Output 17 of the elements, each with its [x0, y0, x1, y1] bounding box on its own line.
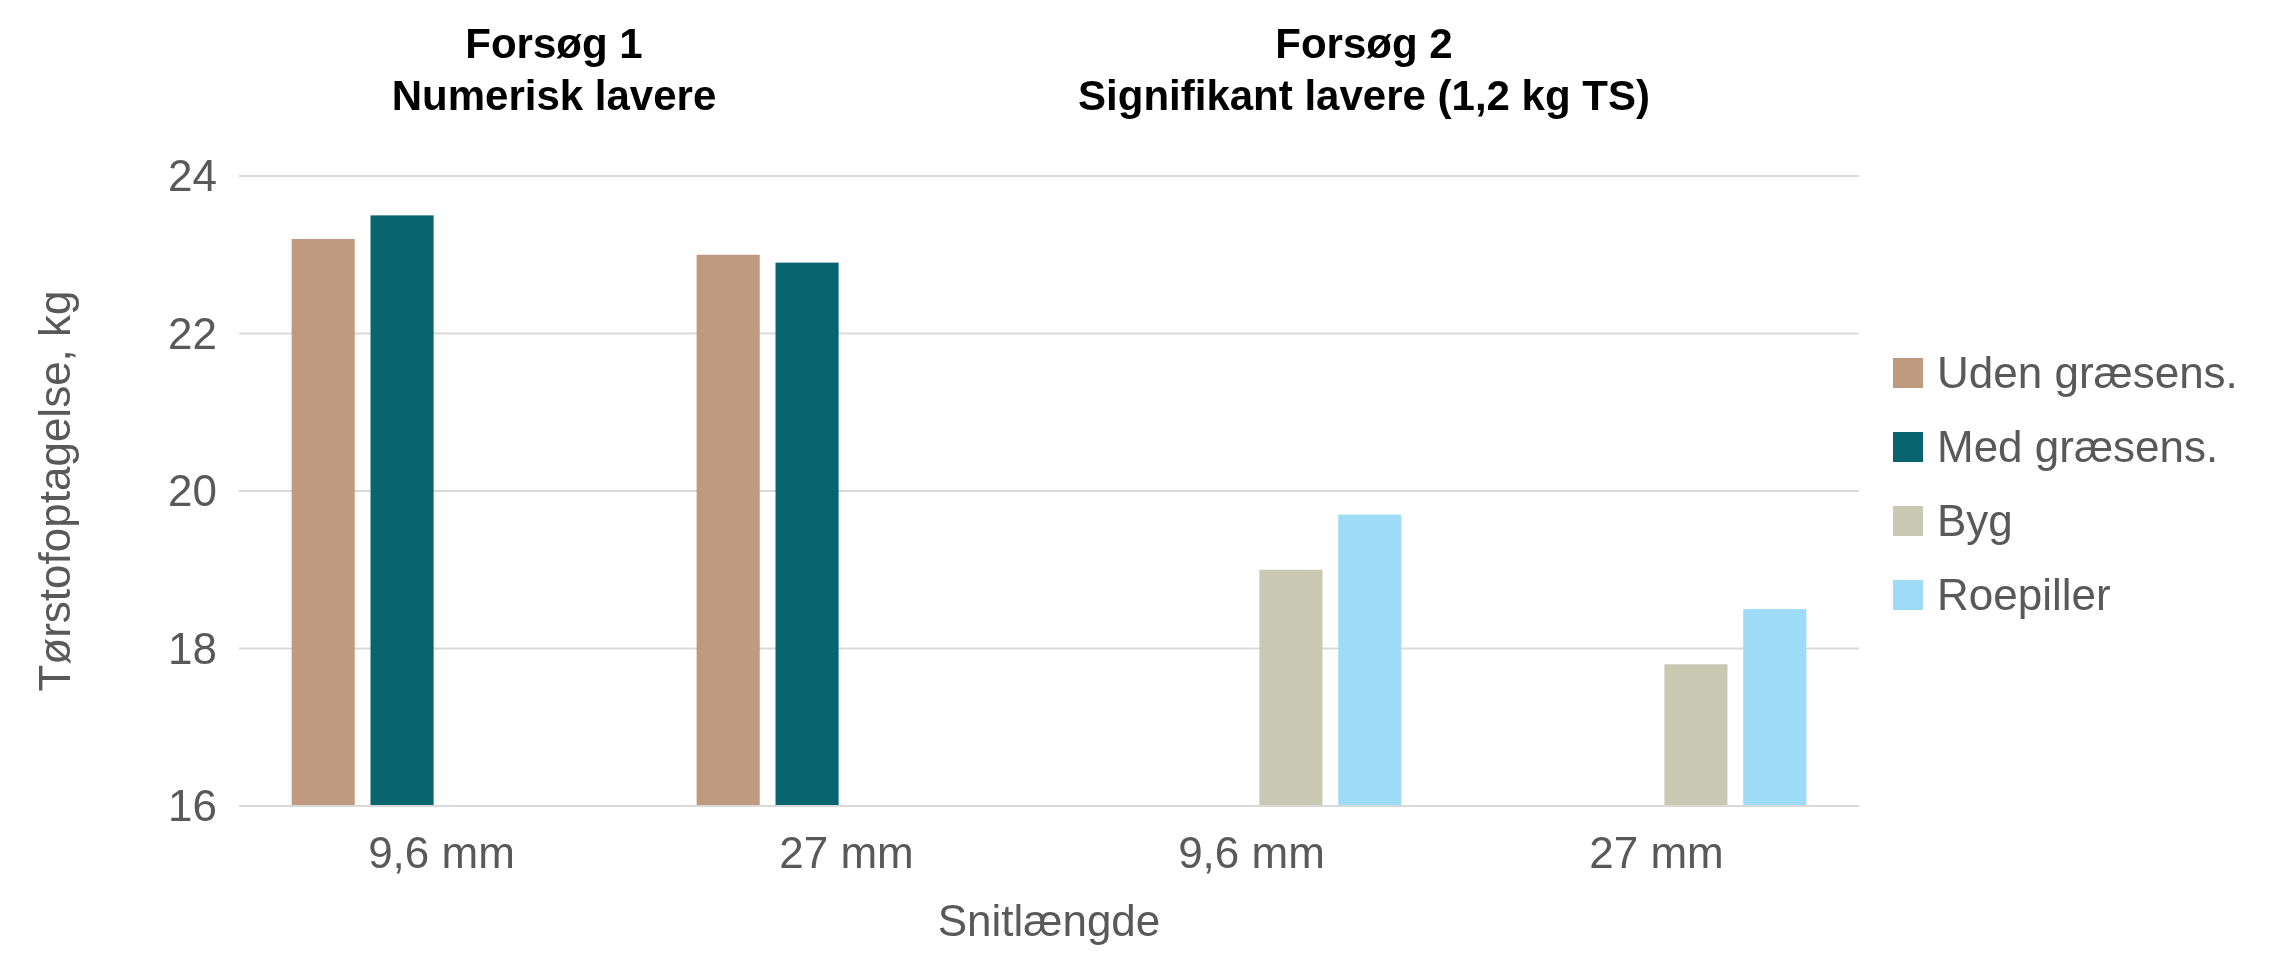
y-tick-label: 20	[168, 466, 217, 516]
y-tick-label: 24	[168, 151, 217, 201]
y-tick-label: 22	[168, 308, 217, 358]
y-tick-label: 16	[168, 781, 217, 831]
legend-label: Roepiller	[1937, 570, 2111, 620]
x-tick-label: 27 mm	[1589, 828, 1724, 877]
x-axis-title: Snitlængde	[937, 896, 1161, 945]
text: Forsøg 1 Numerisk lavere	[391, 20, 717, 119]
legend-label: Byg	[1937, 496, 2013, 546]
legend-label: Uden græsens.	[1937, 348, 2238, 398]
y-tick-label: 18	[168, 623, 217, 673]
x-tick-label: 9,6 mm	[368, 828, 515, 877]
x-tick-label: 27 mm	[779, 828, 914, 877]
x-tick-label: 9,6 mm	[1178, 828, 1325, 877]
text: Forsøg 2 Signifikant lavere (1,2 kg TS)	[1078, 20, 1650, 119]
y-axis-title: Tørstofoptagelse, kg	[30, 290, 79, 692]
legend-label: Med græsens.	[1937, 422, 2219, 472]
